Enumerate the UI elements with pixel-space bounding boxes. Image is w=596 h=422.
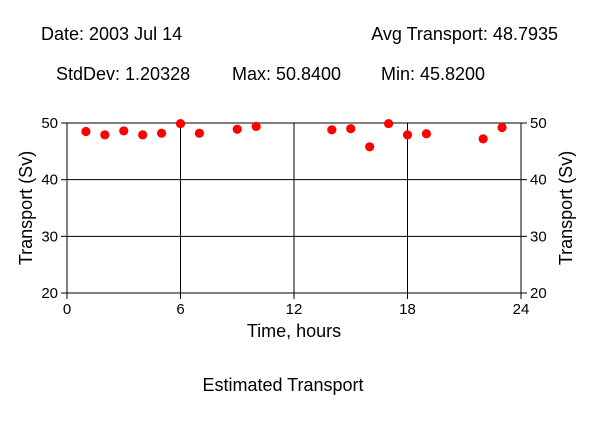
avg-transport-label: Avg Transport: 48.7935: [371, 24, 558, 44]
x-axis-label: Time, hours: [247, 321, 341, 341]
data-point: [383, 118, 394, 129]
y-tick-label-right: 20: [530, 285, 547, 302]
y-axis-label-left: Transport (Sv): [16, 151, 36, 265]
data-point: [138, 130, 148, 140]
data-point: [194, 128, 205, 138]
x-tick-label: 0: [63, 301, 71, 318]
y-tick-label-left: 40: [41, 172, 58, 189]
data-points: [81, 118, 507, 152]
y-tick-label-left: 30: [41, 228, 58, 245]
data-point: [156, 128, 167, 138]
min-label: Min: 45.8200: [381, 64, 486, 84]
y-tick-label-right: 30: [530, 228, 547, 245]
data-point: [421, 129, 432, 139]
y-axis-label-right: Transport (Sv): [556, 151, 576, 265]
data-point: [365, 142, 375, 152]
data-point: [346, 124, 356, 134]
x-tick-label: 6: [176, 301, 184, 318]
y-tick-label-left: 20: [41, 285, 58, 302]
x-tick-label: 12: [286, 301, 303, 318]
data-point: [402, 130, 413, 140]
grid-lines: [67, 123, 521, 293]
stddev-label: StdDev: 1.20328: [56, 64, 191, 84]
x-tick-label: 18: [399, 301, 416, 318]
data-point: [478, 134, 488, 144]
max-label: Max: 50.8400: [232, 64, 342, 84]
data-point: [497, 122, 507, 133]
data-point: [100, 130, 110, 140]
chart-title: Estimated Transport: [202, 375, 363, 395]
data-point: [175, 118, 186, 129]
data-point: [251, 121, 261, 131]
data-point: [232, 124, 242, 134]
data-point: [327, 125, 337, 135]
y-tick-label-right: 40: [530, 172, 547, 189]
data-point: [81, 126, 91, 137]
date-label: Date: 2003 Jul 14: [41, 24, 183, 44]
y-tick-label-right: 50: [530, 115, 547, 132]
data-point: [119, 126, 129, 136]
y-tick-label-left: 50: [41, 115, 58, 132]
x-tick-label: 24: [513, 301, 530, 318]
